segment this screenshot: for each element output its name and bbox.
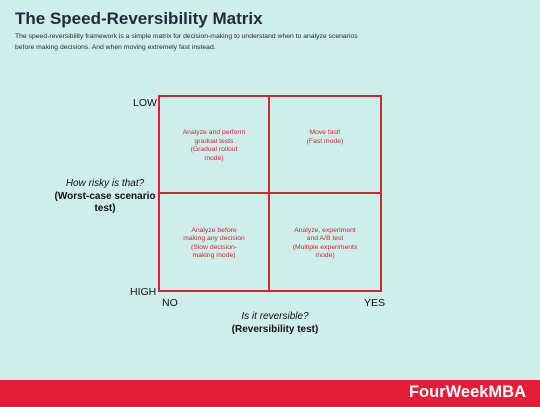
brand-logo-text: FourWeekMBA: [408, 383, 526, 401]
x-axis-right-label: YES: [364, 297, 386, 309]
quadrant-top-right: Move fast! (Fast mode): [270, 97, 380, 194]
quadrant-top-left: Analyze and perform gradual tests (Gradu…: [160, 97, 270, 194]
x-axis-question: Is it reversible?: [241, 311, 309, 322]
quadrant-bottom-left-text: Analyze before making any decision (Slow…: [183, 226, 245, 260]
y-axis-top-label: LOW: [133, 97, 157, 109]
footer-bar: FourWeekMBA: [0, 380, 540, 407]
quadrant-top-left-text: Analyze and perform gradual tests (Gradu…: [182, 129, 246, 162]
y-axis-bottom-label: HIGH: [130, 286, 157, 298]
decision-matrix: Analyze and perform gradual tests (Gradu…: [158, 95, 382, 292]
page-title: The Speed-Reversibility Matrix: [15, 9, 263, 28]
page-subtitle: The speed-reversibility framework is a s…: [15, 33, 358, 51]
y-axis-title: How risky is that? (Worst-case scenario …: [45, 178, 165, 216]
y-axis-question: How risky is that?: [65, 178, 145, 189]
quadrant-bottom-right: Analyze, experiment and A/B test (Multip…: [270, 194, 380, 291]
quadrant-bottom-right-text: Analyze, experiment and A/B test (Multip…: [292, 226, 358, 260]
x-axis-test-name: (Reversibility test): [231, 323, 319, 335]
x-axis-left-label: NO: [162, 297, 178, 309]
y-axis-test-name: (Worst-case scenario test): [54, 190, 156, 215]
x-axis-title: Is it reversible? (Reversibility test): [200, 311, 350, 336]
quadrant-top-right-text: Move fast! (Fast mode): [306, 129, 344, 145]
quadrant-bottom-left: Analyze before making any decision (Slow…: [160, 193, 270, 290]
